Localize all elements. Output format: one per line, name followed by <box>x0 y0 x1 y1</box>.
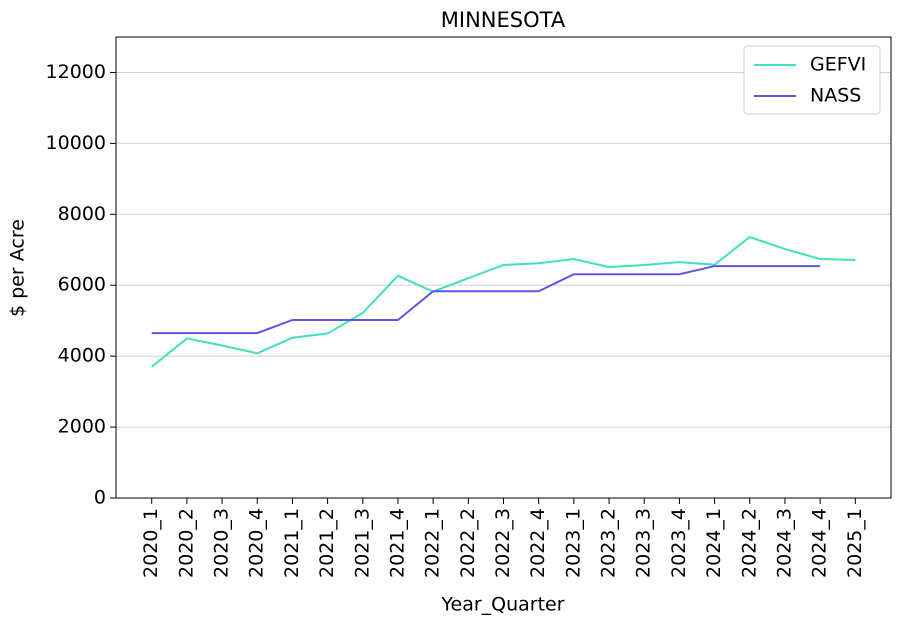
y-tick-label: 6000 <box>58 274 106 296</box>
line-series <box>151 235 856 368</box>
x-axis-label: Year_Quarter <box>440 594 564 616</box>
y-tick-label: 8000 <box>58 203 106 225</box>
x-tick-label: 2023_1 <box>562 508 584 578</box>
x-tick-label: 2023_2 <box>598 508 620 578</box>
x-tick-label: 2022_1 <box>422 508 444 578</box>
legend-label: NASS <box>810 85 861 107</box>
plot-frame <box>115 36 892 499</box>
x-tick-label: 2021_2 <box>316 508 338 578</box>
x-tick-label: 2022_2 <box>457 508 479 578</box>
y-tick-label: 12000 <box>46 61 106 83</box>
line-series <box>151 265 821 335</box>
x-tick-label: 2020_2 <box>175 508 197 578</box>
x-tick-label: 2022_3 <box>492 508 514 578</box>
x-tick-label: 2023_4 <box>668 508 690 578</box>
x-tick-label: 2025_1 <box>844 508 866 578</box>
y-axis-label: $ per Acre <box>7 219 29 317</box>
x-tick-label: 2021_4 <box>386 508 408 578</box>
legend-label: GEFVI <box>810 54 866 76</box>
y-tick-label: 10000 <box>46 132 106 154</box>
x-tick-label: 2022_4 <box>527 508 549 578</box>
x-tick-label: 2020_3 <box>211 508 233 578</box>
y-tick-label: 4000 <box>58 345 106 367</box>
x-tick-label: 2021_1 <box>281 508 303 578</box>
x-tick-label: 2024_4 <box>809 508 831 578</box>
x-tick-label: 2020_1 <box>140 508 162 578</box>
y-tick-label: 2000 <box>58 416 106 438</box>
x-tick-label: 2020_4 <box>246 508 268 578</box>
x-tick-label: 2021_3 <box>351 508 373 578</box>
y-tick-label: 0 <box>94 487 106 509</box>
x-tick-label: 2023_3 <box>633 508 655 578</box>
x-tick-label: 2024_3 <box>773 508 795 578</box>
x-tick-label: 2024_1 <box>703 508 725 578</box>
x-tick-label: 2024_2 <box>738 508 760 578</box>
chart-title: MINNESOTA <box>441 8 566 32</box>
